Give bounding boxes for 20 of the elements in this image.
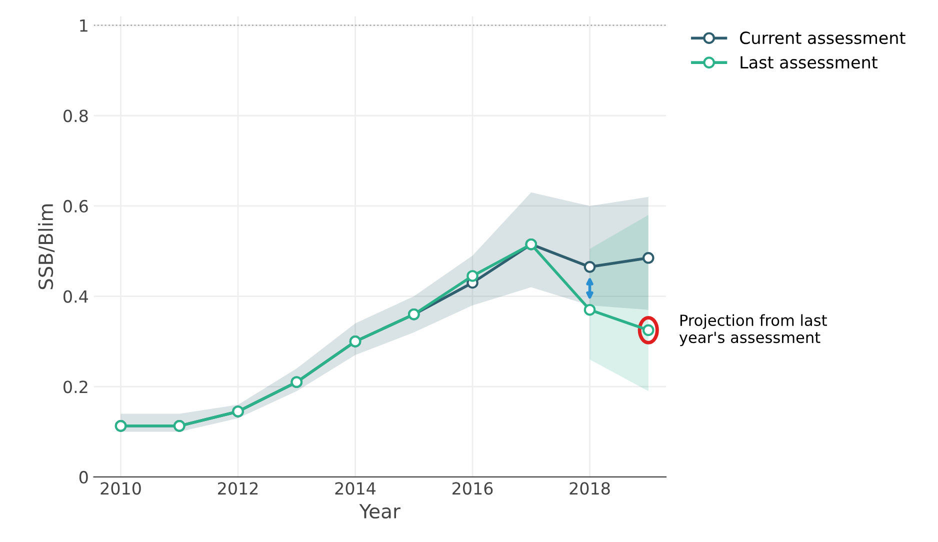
- x-tick-label: 2010: [100, 482, 141, 495]
- x-tick-label: 2018: [570, 482, 610, 495]
- x-axis-title: Year: [359, 504, 400, 519]
- x-tick-label: 2014: [335, 482, 376, 495]
- annotation: Projection from last year's assessment: [679, 314, 827, 346]
- y-tick-label: 0.4: [64, 290, 88, 303]
- y-tick-label: 0: [79, 470, 88, 484]
- y-tick-label: 1: [80, 19, 88, 32]
- y-tick-label: 0.2: [64, 380, 88, 394]
- point: [584, 304, 596, 316]
- point: [584, 261, 596, 273]
- y-tick-label: 0.8: [64, 110, 88, 122]
- point: [642, 252, 654, 264]
- legend-label: Last assessment: [740, 56, 878, 69]
- point: [466, 270, 478, 282]
- legend-label: Current assessment: [740, 32, 906, 44]
- y-axis-title: SSB/Blim: [38, 204, 55, 290]
- x-tick-label: 2016: [452, 482, 493, 495]
- x-tick-label: 2012: [218, 482, 258, 495]
- y-tick-label: 0.6: [64, 200, 88, 213]
